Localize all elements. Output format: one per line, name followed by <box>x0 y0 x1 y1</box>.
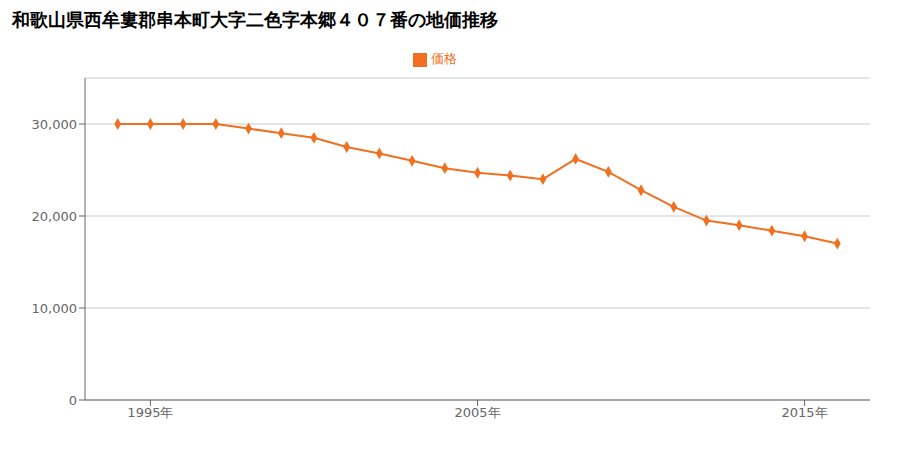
svg-text:0: 0 <box>69 393 77 408</box>
svg-text:30,000: 30,000 <box>32 117 78 132</box>
html-text:価格: 価格 <box>431 51 457 66</box>
html-text:和歌山県西牟婁郡串本町大字二色字本郷４０７番の地価推移: 和歌山県西牟婁郡串本町大字二色字本郷４０７番の地価推移 <box>12 9 498 30</box>
svg-text:1995年: 1995年 <box>127 405 173 420</box>
svg-text:20,000: 20,000 <box>32 209 78 224</box>
svg-text:10,000: 10,000 <box>32 301 78 316</box>
svg-text:2005年: 2005年 <box>454 405 500 420</box>
svg-text:2015年: 2015年 <box>782 405 828 420</box>
